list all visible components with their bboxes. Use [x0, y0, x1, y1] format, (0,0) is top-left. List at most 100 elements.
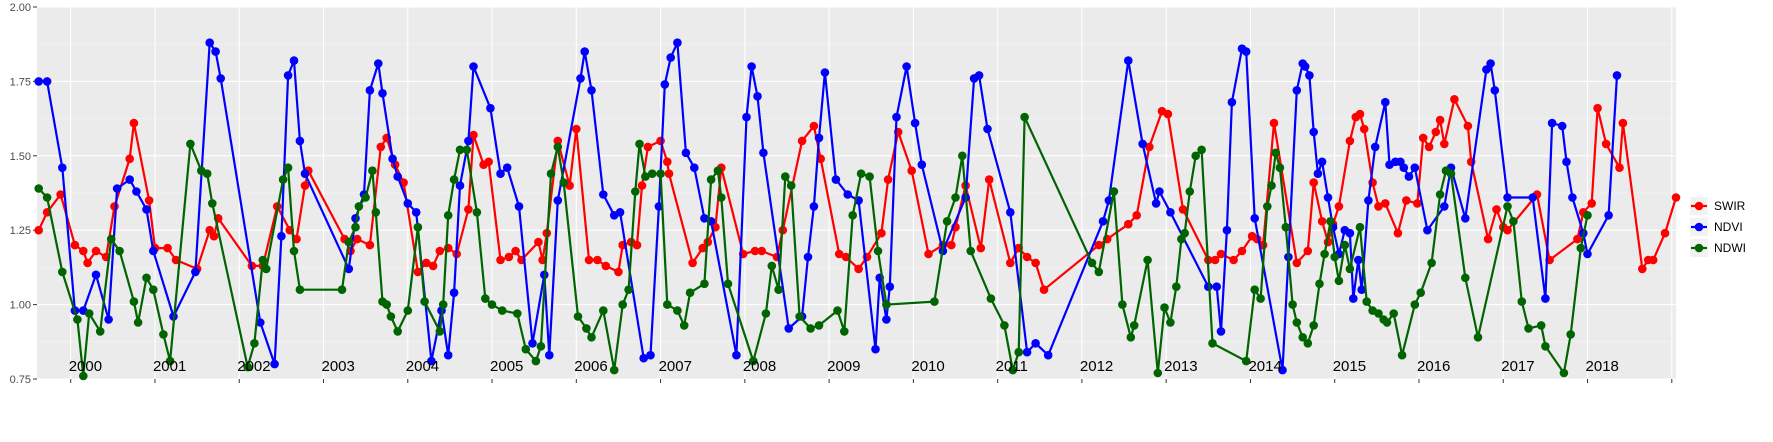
ndwi-point: [1576, 243, 1586, 253]
ndwi-point: [546, 169, 556, 178]
ndvi-point: [142, 205, 151, 214]
ndvi-point: [1250, 214, 1259, 223]
year-label: 2009: [827, 358, 860, 375]
ndvi-point: [1098, 217, 1108, 226]
ndwi-point: [1109, 187, 1119, 196]
swir-point: [1418, 133, 1428, 143]
swir-point: [163, 243, 172, 253]
ndvi-point: [1031, 339, 1040, 348]
swir-point: [1413, 199, 1422, 208]
swir-point: [1031, 258, 1040, 268]
swir-point: [205, 225, 214, 235]
ndvi-point: [1216, 327, 1226, 336]
swir-point: [572, 124, 581, 134]
ndvi-point: [753, 92, 762, 101]
ndwi-point: [79, 371, 88, 381]
ndwi-point: [958, 151, 967, 161]
ndvi-point: [615, 208, 625, 217]
swir-point: [300, 181, 310, 190]
ndvi-point: [270, 359, 279, 369]
ndwi-point: [159, 330, 168, 339]
ndwi-point: [1503, 202, 1512, 211]
swir-point: [1440, 139, 1449, 149]
ndvi-point: [747, 62, 756, 71]
y-tick-label: 1.25: [10, 225, 31, 237]
swir-point: [614, 267, 623, 277]
year-label: 2004: [406, 358, 439, 375]
ndvi-point: [1547, 118, 1557, 128]
ndwi-point: [1118, 300, 1127, 309]
swir-point: [144, 196, 154, 205]
ndwi-point: [513, 309, 522, 318]
ndvi-point: [1404, 172, 1414, 181]
ndvi-point: [681, 148, 691, 158]
swir-point: [1216, 249, 1226, 259]
swir-point: [1492, 205, 1501, 214]
ndwi-point: [186, 139, 195, 149]
ndwi-line: [37, 115, 1589, 378]
ndwi-point: [202, 169, 212, 178]
ndvi-point: [1345, 228, 1355, 238]
ndwi-point: [814, 321, 824, 330]
ndwi-point: [1087, 258, 1097, 268]
ndvi-point: [378, 89, 387, 98]
swir-point: [422, 258, 431, 268]
ndwi-point: [1524, 324, 1533, 333]
year-label: 2003: [322, 358, 355, 375]
ndwi-point: [371, 208, 381, 217]
ndwi-point: [420, 297, 429, 306]
swir-point: [841, 252, 851, 262]
ndwi-point: [1185, 187, 1195, 196]
swir-point: [1374, 202, 1383, 211]
ndwi-point: [1263, 202, 1272, 211]
legend: SWIR NDVI NDWI: [1690, 197, 1746, 257]
swir-point: [750, 246, 760, 256]
swir-point: [1435, 115, 1445, 125]
swir-point: [632, 240, 642, 250]
ndvi-point: [917, 160, 927, 169]
swir-point: [664, 169, 674, 178]
ndwi-point: [1334, 276, 1344, 286]
swir-point: [1229, 255, 1238, 265]
swir-point: [171, 255, 181, 265]
swir-point: [496, 255, 505, 265]
ndvi-point: [1323, 193, 1333, 202]
ndwi-point: [767, 261, 777, 271]
ndwi-point: [781, 172, 790, 181]
ndwi-point: [1330, 252, 1339, 262]
swir-point: [376, 142, 386, 152]
ndwi-point: [641, 172, 650, 181]
ndwi-point: [1566, 330, 1575, 339]
ndwi-point: [361, 193, 370, 202]
ndvi-point: [1410, 163, 1420, 172]
ndwi-point: [1340, 240, 1350, 250]
ndvi-point: [528, 339, 537, 348]
y-tick-label: 1.50: [10, 151, 31, 163]
ndvi-point: [673, 38, 682, 47]
swir-point: [1210, 255, 1220, 265]
ndvi-point: [784, 324, 793, 333]
ndvi-point: [1541, 294, 1550, 303]
swir-point: [1355, 109, 1365, 119]
ndvi-point: [1292, 86, 1302, 95]
ndwi-point: [624, 285, 633, 295]
ndwi-point: [559, 178, 568, 187]
swir-point: [1638, 264, 1647, 274]
swir-point: [1503, 225, 1512, 235]
ndwi-point: [673, 306, 682, 315]
swir-point: [643, 142, 653, 152]
legend-label-ndvi: NDVI: [1714, 220, 1743, 234]
swir-point: [352, 234, 362, 244]
ndwi-point: [481, 294, 490, 303]
ndwi-point: [587, 333, 596, 342]
ndvi-point: [732, 350, 741, 360]
ndwi-point: [1129, 321, 1139, 330]
ndvi-point: [132, 187, 141, 196]
year-label: 2002: [237, 358, 270, 375]
swir-point: [1463, 121, 1473, 131]
ndwi-point: [700, 279, 709, 289]
ndwi-point: [1374, 309, 1383, 318]
swir-point: [1593, 103, 1602, 113]
ndvi-point: [34, 77, 43, 86]
swir-point: [1309, 178, 1318, 187]
